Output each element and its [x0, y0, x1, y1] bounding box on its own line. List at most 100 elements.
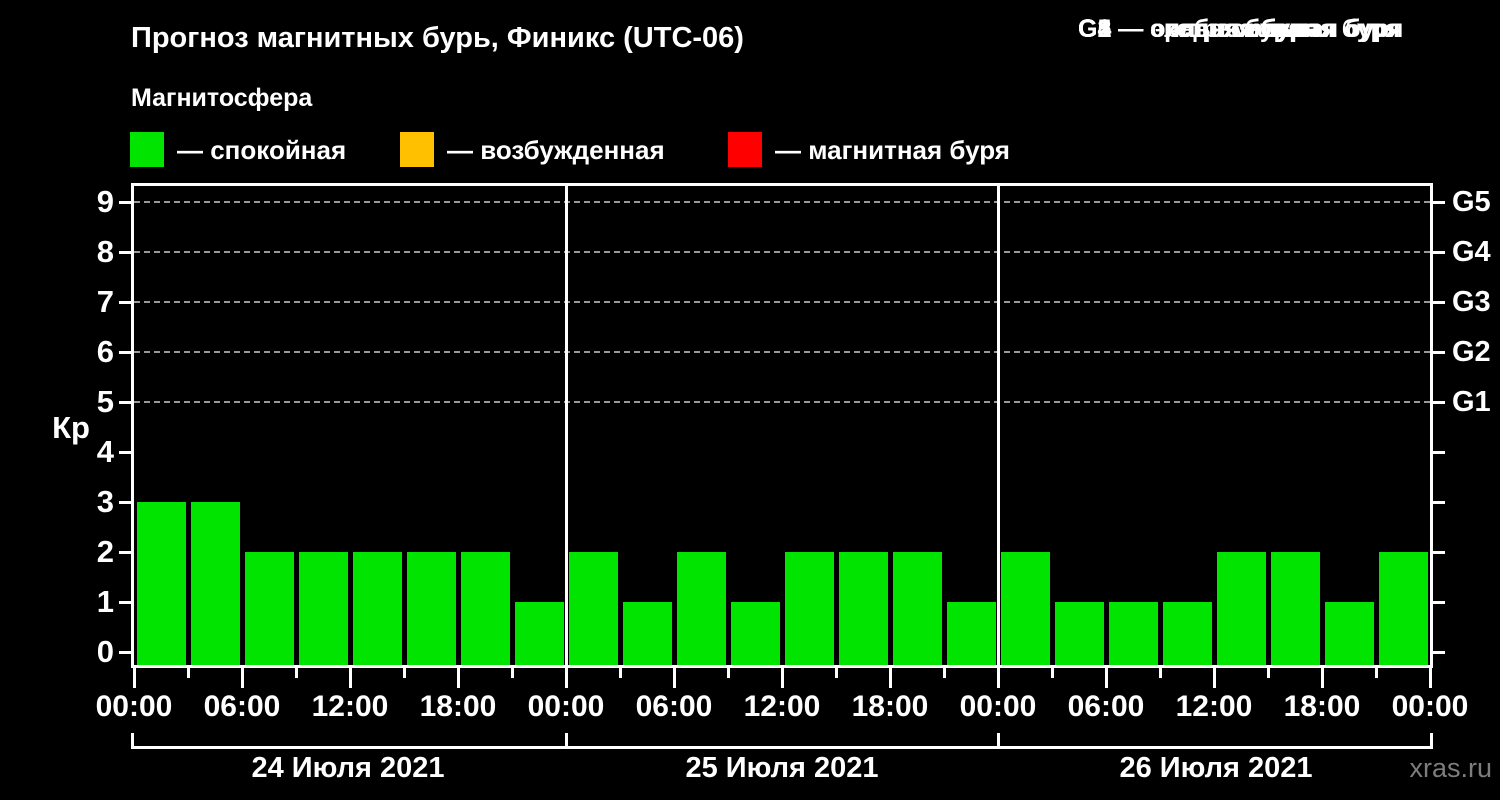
gridline-kp-6: [134, 351, 1430, 353]
magnetosphere-label: Магнитосфера: [131, 84, 313, 112]
right-axis-label-g1: G1: [1452, 386, 1491, 418]
y-tick: [119, 250, 131, 254]
y-tick-right: [1433, 650, 1445, 654]
legend-swatch-storm: [728, 132, 762, 167]
y-tick-label: 5: [96, 384, 114, 419]
legend-item-label: — магнитная буря: [775, 135, 1010, 165]
y-tick-right: [1433, 450, 1445, 454]
x-tick-label: 12:00: [743, 690, 821, 723]
y-tick-label: 6: [96, 334, 114, 369]
right-axis-label-g3: G3: [1452, 286, 1491, 318]
y-tick-right: [1433, 200, 1445, 204]
y-tick-label: 4: [96, 434, 114, 469]
x-tick: [348, 668, 352, 688]
storm-scale-line-g3: G3 — сильная буря: [1078, 15, 1320, 43]
right-axis-label-g5: G5: [1452, 186, 1491, 218]
x-tick: [1158, 668, 1162, 678]
y-tick-label: 2: [96, 534, 114, 569]
x-tick: [132, 668, 136, 688]
day-bracket-line: [131, 746, 1433, 749]
kp-bar: [1162, 602, 1212, 665]
legend-item-quiet: — спокойная: [130, 132, 460, 168]
legend-swatch-unsettled: [400, 132, 434, 167]
storm-scale-line-g2: G2 — средняя буря: [1078, 15, 1319, 43]
right-axis-label-g4: G4: [1452, 236, 1491, 268]
y-tick-label: 9: [96, 184, 114, 219]
y-tick-label: 7: [96, 284, 114, 319]
legend-item-storm: — магнитная буря: [728, 132, 1058, 168]
storm-scale-line-g1: G1 — слабая буря: [1078, 15, 1304, 43]
y-tick-right: [1433, 350, 1445, 354]
x-tick: [1374, 668, 1378, 678]
gridline-kp-9: [134, 201, 1430, 203]
x-tick: [456, 668, 460, 688]
y-tick-right: [1433, 400, 1445, 404]
x-tick: [780, 668, 784, 688]
day-bracket-tick: [996, 733, 1000, 746]
kp-bar: [676, 552, 726, 665]
kp-bar: [298, 552, 348, 665]
x-tick-label: 18:00: [851, 690, 929, 723]
y-tick-label: 0: [96, 634, 114, 669]
x-tick: [618, 668, 622, 678]
x-tick: [1050, 668, 1054, 678]
y-tick: [119, 200, 131, 204]
x-tick-label: 00:00: [959, 690, 1037, 723]
kp-bar: [190, 502, 240, 665]
day-bracket-tick: [131, 733, 134, 746]
y-tick: [119, 650, 131, 654]
day-separator: [996, 186, 1000, 665]
chart-title: Прогноз магнитных бурь, Финикс (UTC-06): [131, 22, 744, 54]
date-label: 24 Июля 2021: [251, 752, 445, 784]
legend-swatch-quiet: [130, 132, 164, 167]
x-tick: [1104, 668, 1108, 688]
kp-bar: [622, 602, 672, 665]
kp-bar: [892, 552, 942, 665]
kp-bar: [1270, 552, 1320, 665]
legend-item-label: — возбужденная: [447, 135, 665, 165]
kp-bar: [1108, 602, 1158, 665]
y-tick-right: [1433, 500, 1445, 504]
day-bracket-tick: [564, 733, 568, 746]
y-tick-right: [1433, 250, 1445, 254]
x-tick: [240, 668, 244, 688]
x-tick: [402, 668, 406, 678]
x-tick: [672, 668, 676, 688]
y-tick: [119, 350, 131, 354]
kp-bar: [946, 602, 996, 665]
x-tick: [294, 668, 298, 678]
kp-bar: [1000, 552, 1050, 665]
x-tick: [1428, 668, 1432, 688]
y-tick-right: [1433, 600, 1445, 604]
plot-area: [131, 183, 1433, 668]
date-label: 25 Июля 2021: [685, 752, 879, 784]
gridline-kp-8: [134, 251, 1430, 253]
right-axis-label-g2: G2: [1452, 336, 1491, 368]
legend-item-label: — спокойная: [177, 135, 347, 165]
gridline-kp-5: [134, 401, 1430, 403]
y-tick-right: [1433, 300, 1445, 304]
y-tick: [119, 500, 131, 504]
x-tick: [186, 668, 190, 678]
x-tick: [888, 668, 892, 688]
watermark: xras.ru: [1409, 753, 1492, 783]
y-axis-label: Кр: [52, 410, 90, 445]
x-tick: [834, 668, 838, 678]
x-tick-label: 06:00: [1067, 690, 1145, 723]
kp-bar: [784, 552, 834, 665]
gridline-kp-7: [134, 301, 1430, 303]
kp-bar: [568, 552, 618, 665]
x-tick-label: 00:00: [1391, 690, 1469, 723]
x-tick-label: 00:00: [527, 690, 605, 723]
storm-scale-line-g5: G5 — экстремальная буря: [1078, 15, 1404, 43]
kp-bar: [514, 602, 564, 665]
kp-bar: [1378, 552, 1428, 665]
y-tick: [119, 450, 131, 454]
x-tick: [1320, 668, 1324, 688]
kp-bar: [136, 502, 186, 665]
y-tick: [119, 400, 131, 404]
x-tick-label: 06:00: [203, 690, 281, 723]
date-label: 26 Июля 2021: [1119, 752, 1313, 784]
kp-bar: [730, 602, 780, 665]
